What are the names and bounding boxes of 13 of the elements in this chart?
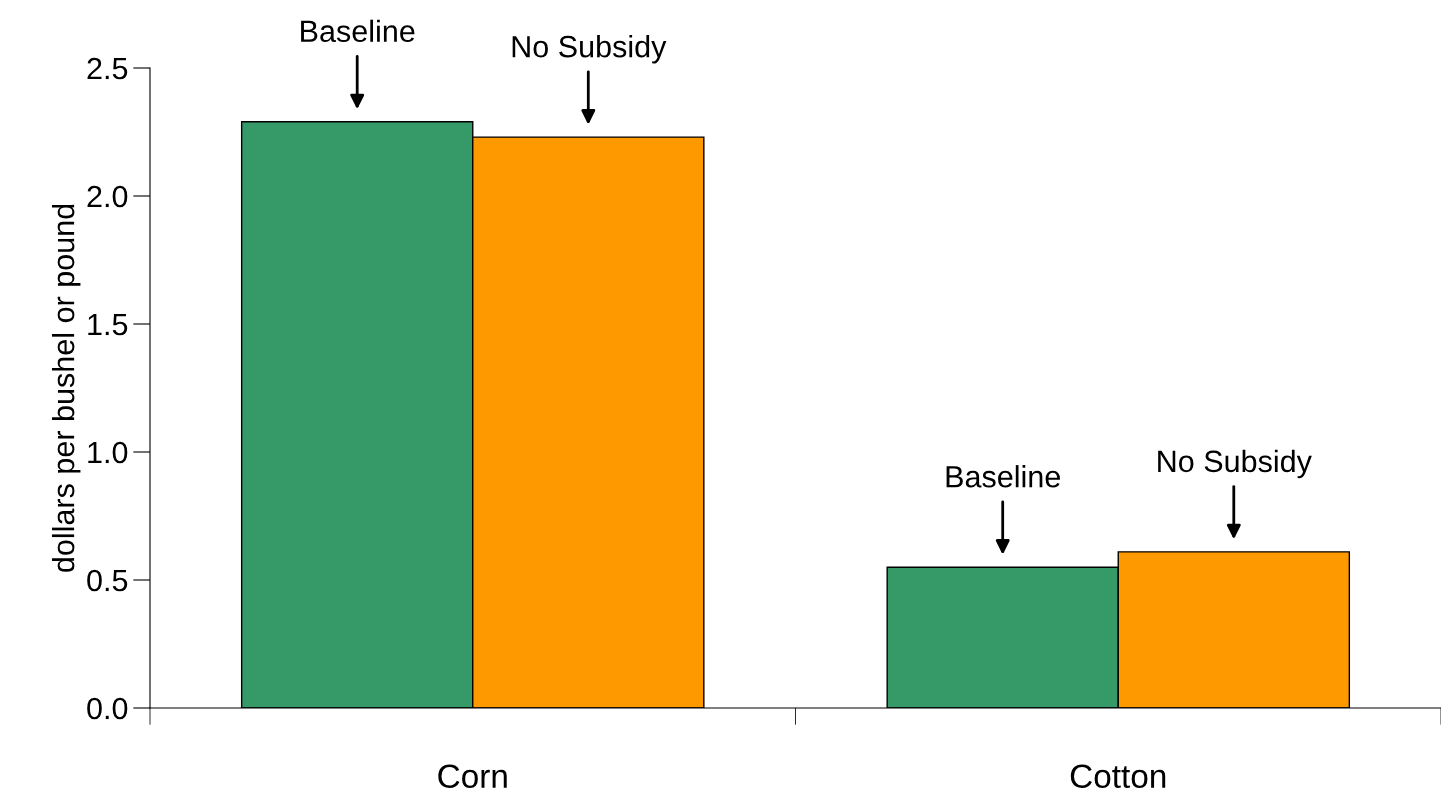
text: No Subsidy [1158, 449, 1312, 479]
y-tick-label: 0.0 [87, 697, 128, 720]
y-tick-label: 1.5 [88, 314, 128, 336]
y-tick-label: 2.0 [87, 185, 128, 208]
text: Baseline [946, 465, 1060, 488]
y-axis-title: dollars per bushel or pound [51, 204, 81, 572]
x-tick-label: Corn [438, 764, 507, 789]
x-tick-label: Cotton [1070, 764, 1166, 789]
text: Baseline [301, 19, 415, 43]
text: No Subsidy [512, 35, 667, 64]
y-tick-label: 2.5 [87, 57, 128, 80]
y-tick-label: 1.0 [88, 441, 128, 464]
y-tick-label: 0.5 [87, 569, 128, 592]
